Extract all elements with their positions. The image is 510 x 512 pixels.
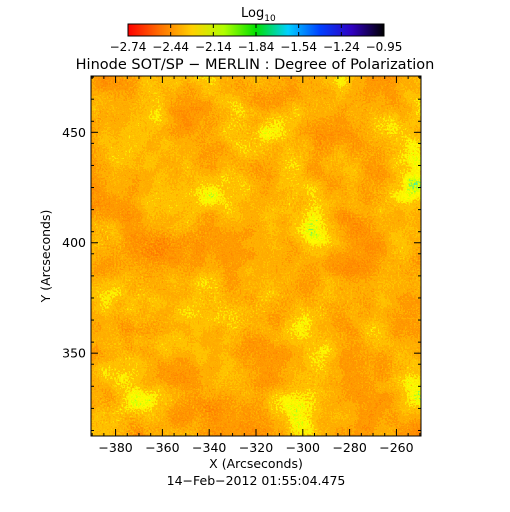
- colorbar-tick-labels: −2.74 −2.44 −2.14 −1.84 −1.54 −1.24 −0.95: [110, 40, 403, 54]
- y-axis-ticks: [91, 76, 421, 431]
- colorbar-tick-label: −1.84: [238, 40, 275, 54]
- colorbar-tick-label: −1.54: [280, 40, 317, 54]
- x-tick-label: −300: [286, 440, 320, 455]
- x-tick-label: −320: [239, 440, 273, 455]
- x-tick-label: −340: [192, 440, 226, 455]
- y-tick-label: 400: [62, 235, 86, 250]
- colorbar-ticks: [127, 24, 385, 36]
- colorbar-tick-label: −2.14: [195, 40, 232, 54]
- y-axis-label: Y (Arcseconds): [38, 210, 53, 304]
- timestamp: 14−Feb−2012 01:55:04.475: [167, 473, 346, 488]
- colorbar-label: Log10: [241, 6, 276, 24]
- chart-title: Hinode SOT/SP − MERLIN : Degree of Polar…: [76, 57, 435, 73]
- x-tick-label: −280: [332, 440, 366, 455]
- y-tick-label: 450: [62, 125, 86, 140]
- colorbar-tick-label: −2.44: [152, 40, 189, 54]
- colorbar-tick-label: −2.74: [110, 40, 147, 54]
- polarization-map: [91, 76, 421, 436]
- x-tick-label: −380: [98, 440, 132, 455]
- x-axis-tick-labels: −380 −360 −340 −320 −300 −280 −260: [98, 440, 413, 455]
- x-axis-ticks: [91, 76, 421, 436]
- colorbar-tick-label: −0.95: [366, 40, 403, 54]
- y-tick-label: 350: [62, 346, 86, 361]
- x-axis-label: X (Arcseconds): [209, 456, 303, 471]
- colorbar-tick-label: −1.24: [323, 40, 360, 54]
- y-axis-tick-labels: 350 400 450: [62, 125, 86, 361]
- x-tick-label: −260: [379, 440, 413, 455]
- x-tick-label: −360: [145, 440, 179, 455]
